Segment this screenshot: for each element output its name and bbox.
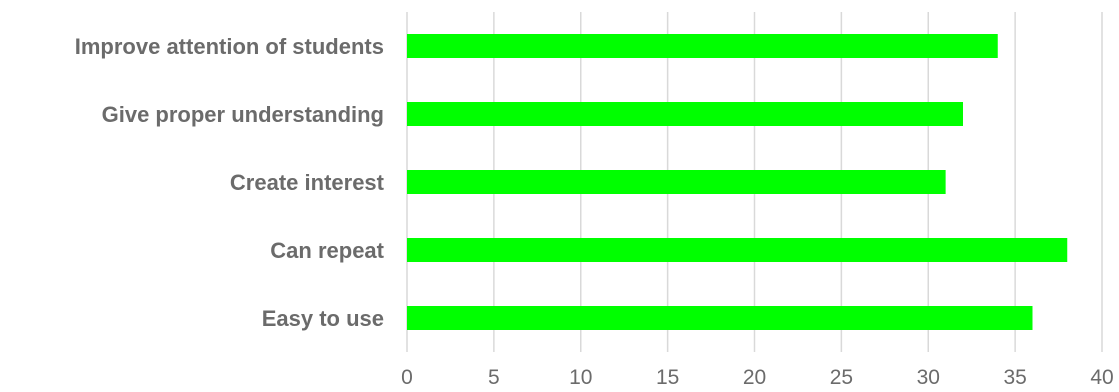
x-tick-label: 10 [569,366,592,389]
category-label: Can repeat [270,238,384,263]
x-tick-label: 35 [1003,366,1026,389]
bar [407,306,1033,330]
bar [407,34,998,58]
bar [407,102,963,126]
x-tick-label: 0 [401,366,413,389]
x-tick-labels: 0 5 10 15 20 25 30 35 40 [401,366,1114,389]
category-label: Create interest [230,170,385,195]
category-label: Give proper understanding [102,102,384,127]
bars [407,34,1068,330]
x-tick-label: 5 [488,366,500,389]
x-tick-label: 15 [656,366,679,389]
bar [407,238,1068,262]
x-tick-label: 20 [743,366,766,389]
x-tick-label: 30 [917,366,940,389]
category-label: Easy to use [262,306,384,331]
category-label: Improve attention of students [75,34,384,59]
x-tick-label: 40 [1090,366,1113,389]
x-tick-label: 25 [830,366,853,389]
category-labels: Improve attention of students Give proper… [75,34,385,331]
bar [407,170,946,194]
